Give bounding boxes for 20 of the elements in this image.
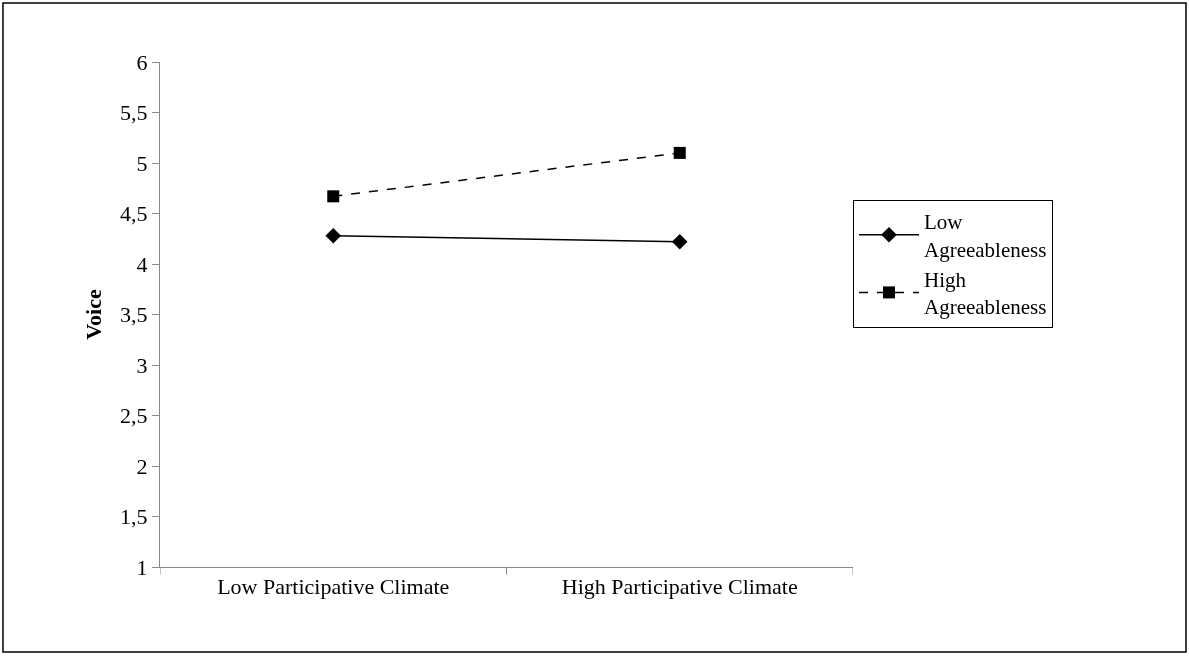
legend-label: Low Agreeableness bbox=[924, 210, 1047, 262]
y-tick-label: 1 bbox=[136, 554, 148, 580]
y-tick-label: 5,5 bbox=[120, 100, 148, 126]
legend-label: High Agreeableness bbox=[924, 267, 1047, 320]
y-tick-label: 3,5 bbox=[120, 302, 148, 328]
y-tick-label: 6 bbox=[136, 49, 148, 75]
point bbox=[673, 146, 686, 159]
x-tick-label: Low Participative Climate bbox=[217, 574, 450, 600]
point bbox=[327, 190, 340, 203]
y-tick-label: 3 bbox=[136, 352, 148, 378]
y-tick-label: 1,5 bbox=[120, 504, 148, 530]
y-tick-label: 4,5 bbox=[120, 201, 148, 227]
y-axis-title: Voice bbox=[80, 289, 106, 340]
x-tick-label: High Participative Climate bbox=[561, 574, 798, 600]
y-tick-label: 2 bbox=[136, 453, 148, 479]
y-tick-label: 5 bbox=[136, 150, 148, 176]
y-tick-label: 2,5 bbox=[120, 403, 148, 429]
y-tick-label: 4 bbox=[136, 251, 148, 277]
point bbox=[671, 233, 688, 250]
point bbox=[325, 227, 342, 244]
